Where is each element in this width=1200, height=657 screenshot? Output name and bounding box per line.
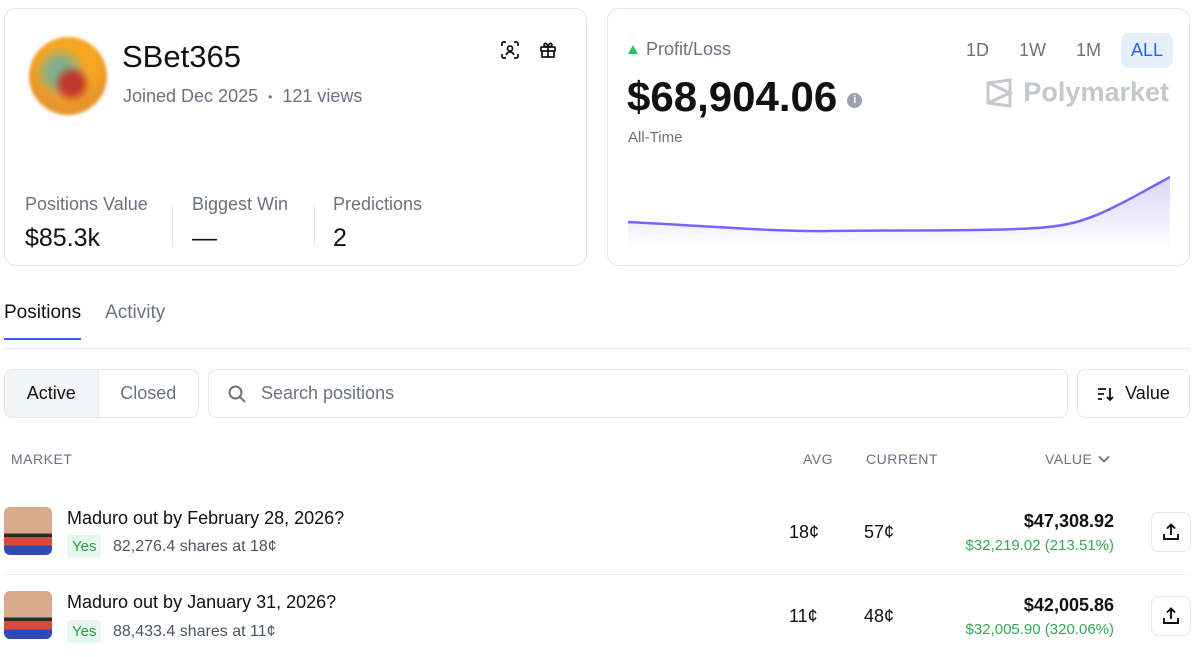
stat-value: 2 (333, 224, 347, 252)
status-toggle: Active Closed (4, 369, 199, 418)
outcome-badge: Yes (67, 620, 102, 643)
stat-label: Positions Value (25, 194, 148, 214)
outcome-badge: Yes (67, 535, 102, 558)
search-box (208, 369, 1068, 418)
stat-value: $85.3k (25, 224, 101, 252)
polymarket-brand: Polymarket (985, 77, 1169, 108)
avg-price: 11¢ (789, 606, 818, 626)
view-count: 121 views (282, 86, 363, 106)
position-value: $42,005.86 (1023, 595, 1114, 615)
sort-icon (1098, 387, 1114, 401)
header-current: CURRENT (866, 451, 938, 467)
shares-text: 82,276.4 shares at 18¢ (113, 538, 277, 555)
pnl-label-text: Profit/Loss (646, 39, 732, 59)
meta-separator: • (268, 89, 273, 104)
shares-text: 88,433.4 shares at 11¢ (113, 623, 276, 640)
gift-icon[interactable] (535, 37, 561, 63)
profile-meta: Joined Dec 2025 • 121 views (123, 86, 362, 107)
stat-label: Biggest Win (192, 194, 289, 214)
table-row[interactable]: Maduro out by January 31, 2026? Yes 88,4… (0, 576, 1200, 657)
avatar[interactable] (29, 37, 107, 115)
stat-biggest-win: Biggest Win — (192, 194, 288, 253)
info-icon[interactable]: i (847, 92, 863, 108)
position-pnl: $32,005.90 (320.06%) (965, 621, 1114, 638)
share-button[interactable] (1151, 512, 1191, 552)
polymarket-logo-icon (986, 77, 1014, 108)
search-icon (228, 385, 246, 403)
position-value: $47,308.92 (1023, 511, 1114, 531)
table-row[interactable]: Maduro out by February 28, 2026? Yes 82,… (0, 492, 1200, 574)
scan-face-icon[interactable] (497, 37, 523, 63)
search-input[interactable] (261, 383, 1067, 404)
profile-card: SBet365 Joined Dec 2025 • 121 views Posi… (4, 8, 587, 266)
period-1w[interactable]: 1W (1018, 40, 1046, 60)
tabs-divider (4, 348, 1190, 349)
current-price: 57¢ (864, 522, 895, 542)
stat-value: — (192, 224, 217, 252)
stat-predictions: Predictions 2 (333, 194, 422, 253)
chevron-down-icon (1098, 455, 1111, 463)
pnl-area (628, 177, 1170, 249)
row-divider (4, 574, 1190, 575)
header-avg: AVG (803, 451, 834, 467)
content-tabs: Positions Activity (4, 302, 165, 340)
tab-activity[interactable]: Activity (105, 302, 166, 323)
sort-label: Value (1125, 383, 1170, 403)
joined-date: Joined Dec 2025 (123, 86, 259, 106)
stat-divider (172, 204, 173, 246)
market-title[interactable]: Maduro out by February 28, 2026? (67, 508, 345, 528)
share-icon (1163, 523, 1179, 540)
pnl-value: $68,904.06 i (627, 73, 863, 121)
stat-positions-value: Positions Value $85.3k (25, 194, 148, 253)
header-market: MARKET (11, 451, 73, 467)
pnl-line (628, 175, 1170, 233)
avg-price: 18¢ (789, 522, 820, 542)
period-tabs: 1D 1W 1M ALL (956, 33, 1173, 68)
pnl-label: Profit/Loss (628, 39, 731, 60)
market-image (4, 591, 52, 639)
header-value-label: VALUE (1045, 451, 1093, 467)
header-value[interactable]: VALUE (1045, 451, 1111, 467)
filter-closed-button[interactable]: Closed (120, 383, 177, 403)
market-image (4, 507, 52, 555)
pnl-period-label: All-Time (628, 129, 683, 146)
period-1m[interactable]: 1M (1075, 40, 1101, 60)
tab-positions[interactable]: Positions (4, 302, 82, 340)
username: SBet365 (122, 39, 241, 74)
brand-name: Polymarket (1023, 77, 1169, 107)
stat-divider (314, 204, 315, 246)
sort-value-button[interactable]: Value (1077, 369, 1190, 418)
pnl-card: Profit/Loss 1D 1W 1M ALL $68,904.06 i Al… (607, 8, 1190, 266)
period-1d[interactable]: 1D (965, 40, 989, 60)
share-button[interactable] (1151, 596, 1191, 636)
market-title[interactable]: Maduro out by January 31, 2026? (67, 592, 337, 612)
share-icon (1163, 607, 1179, 624)
filter-active-button[interactable]: Active (5, 370, 99, 417)
pnl-amount: $68,904.06 (627, 73, 838, 120)
stat-label: Predictions (333, 194, 423, 214)
pnl-chart (628, 175, 1170, 249)
period-all[interactable]: ALL (1120, 33, 1173, 68)
position-pnl: $32,219.02 (213.51%) (965, 537, 1114, 554)
current-price: 48¢ (864, 606, 895, 626)
triangle-up-icon (628, 45, 638, 54)
